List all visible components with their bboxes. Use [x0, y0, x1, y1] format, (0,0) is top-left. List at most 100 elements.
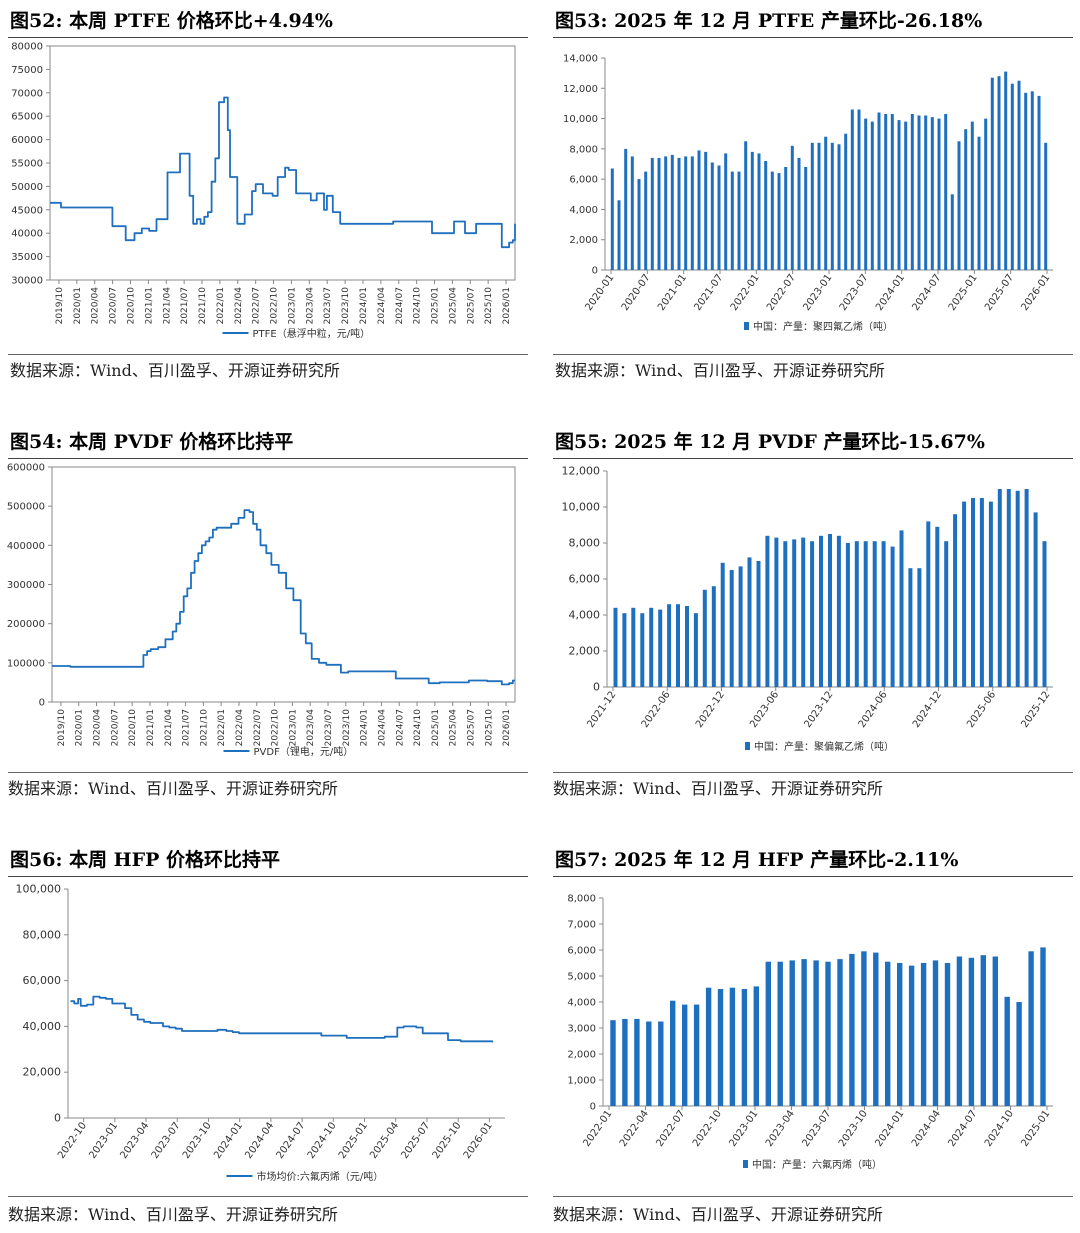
fig55-x-tick-label: 2025-12 — [1019, 689, 1052, 730]
figure-54-top-rule — [8, 458, 528, 459]
fig55-bar — [783, 541, 788, 687]
fig52-x-tick-label: 2021/10 — [198, 287, 208, 325]
fig53-bar — [1010, 83, 1014, 270]
figure-54-source: 数据来源：Wind、百川盈孚、开源证券研究所 — [8, 779, 338, 798]
fig55-y-tick-label: 12,000 — [562, 465, 601, 478]
fig55-bar — [1033, 512, 1038, 687]
fig53-bar — [784, 167, 788, 270]
fig53-bar — [644, 171, 648, 270]
figure-53-chart: 0 2,000 4,000 6,000 8,000 10,000 12,000 14,000 2… — [563, 54, 1053, 333]
fig53-bar — [930, 117, 934, 270]
fig57-x-tick-label: 2022-10 — [691, 1108, 724, 1149]
fig52-y-tick-label: 45000 — [11, 205, 43, 216]
fig53-bar — [684, 156, 688, 270]
fig52-y-tick-label: 50000 — [11, 182, 43, 193]
fig57-bar — [789, 960, 795, 1106]
fig53-bar — [630, 156, 634, 270]
figure-55-panel: 图55: 2025 年 12 月 PVDF 产量环比-15.67% 0 2,000… — [545, 425, 1073, 825]
fig55-y-tick-label: 6,000 — [569, 573, 601, 586]
figure-53-top-rule — [553, 37, 1073, 38]
fig55-y-tick-label: 8,000 — [569, 537, 601, 550]
fig55-bar — [828, 534, 832, 687]
fig54-x-tick-label: 2022/10 — [271, 709, 281, 747]
fig52-x-tick-label: 2026/01 — [502, 287, 512, 324]
fig55-bar — [676, 604, 680, 687]
fig53-bar — [1044, 142, 1048, 270]
fig52-x-tick-label: 2021/07 — [180, 287, 190, 324]
fig52-x-tick-label: 2024/01 — [359, 287, 369, 324]
fig53-bar — [1017, 80, 1021, 270]
fig53-bar — [824, 136, 828, 270]
fig53-y-tick-label: 10,000 — [563, 114, 598, 125]
fig53-bar — [650, 157, 654, 270]
fig53-x-tick-label: 2023-01 — [801, 272, 834, 313]
fig56-series-line — [70, 995, 494, 1043]
fig57-bar — [646, 1021, 652, 1106]
fig55-bar — [667, 604, 672, 687]
fig55-bar — [622, 613, 627, 687]
fig53-bar — [697, 150, 701, 270]
fig53-bar — [997, 76, 1001, 270]
fig55-y-tick-label: 2,000 — [569, 645, 601, 658]
fig57-bar — [658, 1021, 664, 1106]
fig56-y-tick-label: 80,000 — [23, 928, 62, 941]
fig53-bar — [704, 151, 708, 270]
fig57-bar — [717, 989, 724, 1106]
fig53-x-tick-label: 2022-01 — [729, 272, 762, 313]
fig55-x-tick-label: 2021-12 — [585, 689, 618, 730]
fig52-plot-frame — [49, 45, 516, 281]
fig54-x-tick-label: 2024/07 — [395, 709, 405, 746]
fig53-x-tick-label: 2025-01 — [947, 272, 980, 313]
fig54-x-tick-label: 2025/07 — [466, 709, 476, 746]
fig53-bar — [850, 109, 854, 270]
fig57-y-tick-label: 6,000 — [567, 946, 596, 957]
fig57-bar — [873, 952, 879, 1106]
fig52-x-tick-label: 2024/07 — [395, 287, 405, 324]
fig52-y-tick-label: 60000 — [11, 135, 43, 146]
fig55-bar — [926, 521, 931, 687]
fig55-bar — [854, 541, 859, 687]
fig57-bar — [980, 955, 986, 1106]
figure-57-source: 数据来源：Wind、百川盈孚、开源证券研究所 — [553, 1205, 883, 1224]
figure-55-bottom-rule — [553, 772, 1073, 773]
fig54-y-tick-label: 0 — [39, 698, 45, 709]
fig53-x-tick-label: 2025-07 — [983, 272, 1016, 313]
fig53-bar — [810, 142, 814, 270]
figure-53-title: 图53: 2025 年 12 月 PTFE 产量环比-26.18% — [555, 10, 983, 32]
fig53-y-tick-label: 4,000 — [569, 205, 598, 216]
fig53-legend-label: 中国：产量：聚四氟乙烯（吨） — [753, 320, 893, 333]
fig56-legend-label: 市场均价:六氟丙烯（元/吨） — [257, 1170, 384, 1183]
fig53-bar — [664, 156, 668, 270]
fig54-x-tick-label: 2024/10 — [413, 709, 423, 747]
fig57-bar — [861, 951, 867, 1106]
fig53-bar — [944, 114, 948, 270]
fig53-bar — [670, 154, 674, 270]
fig53-bar — [844, 133, 848, 270]
fig53-bar — [917, 115, 921, 270]
fig57-bar — [753, 986, 759, 1106]
fig53-bar — [830, 142, 834, 270]
fig55-bar — [702, 589, 707, 687]
fig57-bar — [897, 963, 903, 1106]
fig55-bar — [685, 606, 689, 687]
figure-56-chart: 020,00040,00060,00080,000100,0002022-102… — [16, 883, 505, 1183]
fig55-bar — [756, 561, 761, 687]
figure-57-title: 图57: 2025 年 12 月 HFP 产量环比-2.11% — [555, 849, 959, 871]
fig53-x-tick-label: 2020-01 — [583, 272, 616, 313]
figure-56-panel: 图56: 本周 HFP 价格环比持平 0 20,000 40,000 60,000 80… — [0, 843, 528, 1233]
fig57-bar — [885, 961, 891, 1106]
fig53-bar — [617, 200, 621, 270]
fig57-y-tick-label: 7,000 — [567, 920, 596, 931]
fig54-x-tick-label: 2021/01 — [146, 709, 156, 746]
fig57-bar — [705, 987, 712, 1106]
fig55-bar — [765, 535, 770, 687]
fig55-bar — [1006, 489, 1011, 687]
fig55-legend-swatch — [745, 742, 750, 750]
fig55-bar — [979, 498, 984, 687]
figure-57-top-rule — [553, 876, 1073, 877]
fig54-y-tick-label: 100000 — [7, 658, 45, 669]
fig53-bar — [777, 173, 781, 270]
figure-52-source: 数据来源：Wind、百川盈孚、开源证券研究所 — [10, 361, 340, 380]
fig55-bar — [872, 541, 877, 687]
fig57-x-tick-label: 2023-01 — [727, 1108, 760, 1149]
